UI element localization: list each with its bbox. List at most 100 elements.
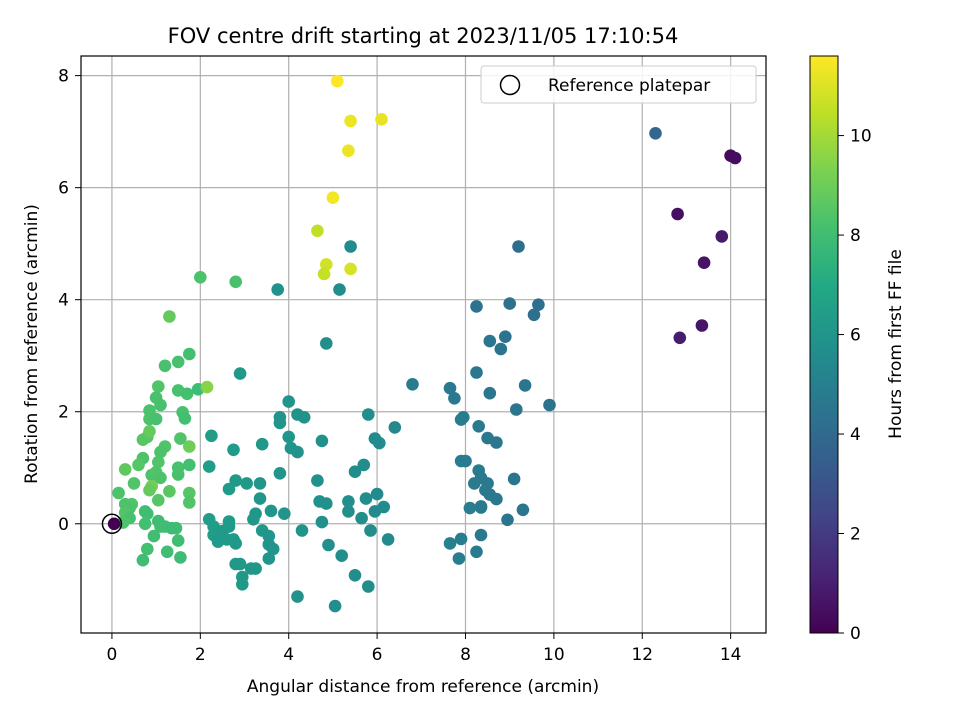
data-point	[249, 562, 262, 575]
y-tick-label: 8	[58, 67, 69, 87]
data-point	[728, 151, 742, 165]
data-point	[227, 443, 240, 457]
data-point	[357, 458, 371, 472]
data-point	[373, 436, 386, 450]
data-point	[474, 528, 488, 542]
data-point	[158, 359, 172, 373]
data-point	[152, 455, 165, 469]
data-point	[194, 271, 207, 284]
data-point	[543, 398, 556, 412]
data-point	[490, 492, 503, 506]
data-point	[388, 421, 402, 434]
data-point	[671, 207, 684, 221]
legend-marker-reference	[499, 74, 521, 96]
data-point	[138, 505, 152, 518]
data-point	[152, 380, 165, 393]
data-point	[282, 430, 296, 444]
data-point	[107, 517, 121, 531]
data-point	[333, 283, 346, 296]
data-point	[229, 474, 242, 487]
colorbar-tick-label: 0	[850, 624, 861, 644]
data-point	[362, 408, 375, 421]
data-point	[183, 347, 196, 361]
data-point	[507, 472, 521, 486]
colorbar-gradient	[809, 55, 839, 634]
data-point	[359, 492, 373, 505]
y-axis-label: Rotation from reference (arcmin)	[22, 204, 42, 484]
colorbar-label: Hours from first FF file	[886, 249, 906, 439]
data-point	[180, 387, 194, 401]
data-point	[364, 524, 377, 537]
y-tick-label: 0	[58, 515, 69, 535]
x-tick-label: 2	[195, 645, 206, 665]
y-tick-label: 4	[58, 291, 69, 311]
data-point	[483, 334, 497, 348]
data-point	[141, 542, 154, 556]
data-point	[697, 256, 711, 270]
colorbar-tick-label: 6	[850, 326, 861, 346]
x-tick-label: 8	[460, 645, 471, 665]
reference-platepar-marker	[101, 513, 123, 535]
data-point	[355, 511, 368, 525]
data-point	[342, 505, 355, 518]
data-point	[320, 258, 333, 271]
data-point	[271, 283, 285, 296]
data-point	[149, 412, 163, 426]
colorbar: 0 2 4 6 8 10 Hours from first FF file	[809, 55, 906, 644]
data-point	[295, 524, 309, 537]
data-point	[348, 569, 362, 582]
chart-title: FOV centre drift starting at 2023/11/05 …	[168, 24, 679, 48]
data-point	[154, 471, 167, 485]
data-point	[377, 500, 391, 514]
data-point	[136, 553, 150, 567]
y-tick-label: 2	[58, 403, 69, 423]
data-point	[454, 532, 468, 546]
data-point	[174, 432, 187, 445]
data-point	[501, 513, 514, 527]
data-point	[443, 381, 457, 395]
colorbar-tick-label: 8	[850, 226, 861, 246]
data-point	[240, 477, 253, 490]
data-point	[494, 342, 508, 356]
data-point	[472, 420, 486, 433]
data-point	[370, 487, 384, 501]
data-point	[154, 398, 167, 412]
data-point	[236, 578, 249, 591]
data-point	[266, 542, 280, 556]
data-point	[222, 515, 236, 528]
data-point	[160, 545, 174, 559]
x-tick-label: 12	[631, 645, 653, 665]
data-point	[470, 366, 483, 379]
data-point	[463, 501, 477, 515]
data-point	[499, 330, 512, 344]
data-point	[326, 191, 340, 204]
data-point	[143, 483, 156, 497]
grid-lines	[81, 56, 766, 633]
data-point	[163, 485, 176, 498]
data-point	[291, 590, 304, 603]
data-point	[229, 537, 242, 550]
data-point	[200, 380, 214, 394]
data-point	[375, 113, 388, 126]
data-point	[205, 429, 218, 443]
y-axis-ticks: 0 2 4 6 8	[58, 67, 81, 535]
x-tick-label: 0	[107, 645, 118, 665]
data-point	[174, 551, 187, 564]
data-point	[510, 403, 523, 416]
x-tick-label: 14	[720, 645, 742, 665]
data-point	[344, 240, 357, 253]
data-point	[297, 411, 311, 424]
data-point	[328, 599, 342, 613]
data-point	[320, 337, 333, 350]
x-axis-label: Angular distance from reference (arcmin)	[247, 677, 599, 697]
data-point	[503, 297, 516, 310]
data-point	[470, 300, 483, 313]
data-point	[512, 240, 525, 253]
data-point	[335, 549, 349, 562]
data-point	[516, 503, 530, 517]
data-point	[331, 74, 344, 88]
legend: Reference platepar	[480, 65, 757, 104]
colorbar-tick-label: 4	[850, 425, 861, 445]
data-point	[381, 533, 395, 546]
